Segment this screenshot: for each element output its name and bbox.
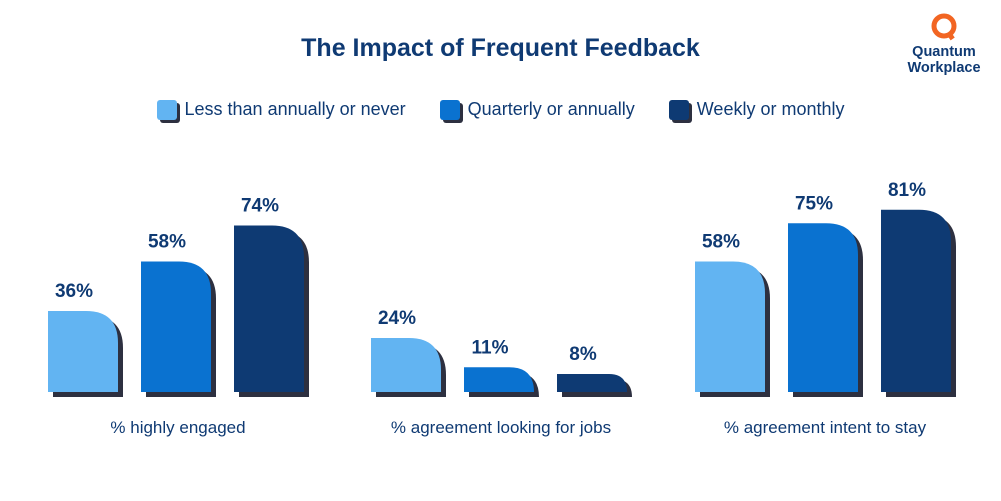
legend-label-1: Less than annually or never — [184, 99, 406, 119]
legend-label-2: Quarterly or annually — [467, 99, 635, 119]
chart-title: The Impact of Frequent Feedback — [301, 34, 700, 62]
legend-item-less-than-annually: Less than annually or never — [156, 99, 406, 120]
legend-swatch-1 — [156, 99, 177, 120]
logo-ring-icon — [931, 13, 957, 41]
bar — [141, 261, 211, 392]
bar — [48, 311, 118, 392]
brand-logo: Quantum Workplace — [892, 12, 996, 82]
bar-value-label: 11% — [472, 337, 509, 358]
bar-value-label: 58% — [148, 232, 186, 253]
bar-value-label: 8% — [569, 344, 597, 365]
legend-label-3: Weekly or monthly — [696, 99, 845, 119]
bar — [788, 223, 858, 392]
legend-swatch-2 — [439, 99, 460, 120]
bar-value-label: 75% — [795, 193, 833, 214]
bar-value-label: 58% — [702, 232, 740, 253]
bar — [881, 209, 951, 392]
bar-value-label: 74% — [241, 196, 279, 217]
bar — [557, 374, 627, 392]
bar — [464, 367, 534, 392]
legend-item-quarterly-or-annually: Quarterly or annually — [439, 99, 635, 120]
logo-line-2: Workplace — [907, 60, 981, 76]
legend-swatch-3 — [668, 99, 689, 120]
category-label: % highly engaged — [110, 418, 245, 437]
logo-text: Quantum Workplace — [892, 44, 996, 76]
bar — [371, 338, 441, 392]
bar — [234, 225, 304, 392]
bar-value-label: 36% — [55, 281, 93, 302]
legend: Less than annually or never Quarterly or… — [0, 99, 1001, 120]
bar-value-label: 24% — [378, 308, 416, 329]
category-label: % agreement looking for jobs — [391, 418, 611, 437]
legend-item-weekly-or-monthly: Weekly or monthly — [668, 99, 845, 120]
bar-value-label: 81% — [888, 180, 926, 201]
logo-line-1: Quantum — [912, 44, 976, 60]
bar — [695, 261, 765, 392]
category-label: % agreement intent to stay — [724, 418, 927, 437]
